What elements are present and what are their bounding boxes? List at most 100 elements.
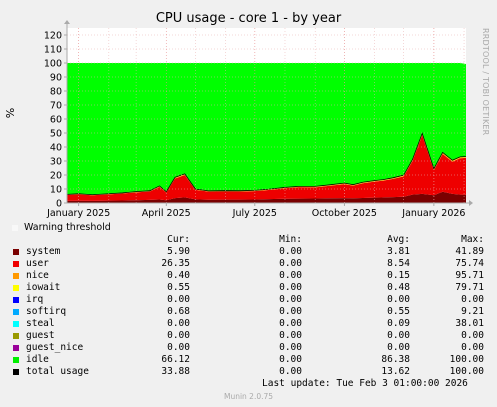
series-area-system <box>67 191 466 203</box>
legend-min: 0.00 <box>279 342 302 353</box>
legend-avg: 86.38 <box>381 354 410 365</box>
y-tick-label: 30 <box>50 157 62 168</box>
legend-max: 9.21 <box>461 306 484 317</box>
plot-area: 0 10 20 30 40 50 60 70 80 90 100 110 120 January 2025… <box>44 20 473 219</box>
y-tick-label: 0 <box>56 199 62 210</box>
legend-swatch <box>13 321 19 327</box>
legend-max: 79.71 <box>455 282 484 293</box>
legend-avg: 0.15 <box>387 270 410 281</box>
legend-swatch <box>13 357 19 363</box>
legend-min: 0.00 <box>279 294 302 305</box>
legend-max: 0.00 <box>461 294 484 305</box>
legend-avg: 0.09 <box>387 318 410 329</box>
x-tick-label: January 2025 <box>46 208 110 219</box>
legend-max: 100.00 <box>449 354 484 365</box>
legend-cur: 66.12 <box>161 354 190 365</box>
legend-min: 0.00 <box>279 306 302 317</box>
legend-avg: 0.48 <box>387 282 410 293</box>
x-tick-label: July 2025 <box>232 208 277 219</box>
legend-max: 75.74 <box>455 258 484 269</box>
legend-row: idle 66.12 0.00 86.38 100.00 <box>12 354 490 366</box>
legend-avg: 0.00 <box>387 342 410 353</box>
legend-min: 0.00 <box>279 282 302 293</box>
legend-row: system 5.90 0.00 3.81 41.89 <box>12 246 490 258</box>
y-tick-label: 120 <box>44 31 62 42</box>
header-cur: Cur: <box>167 234 190 245</box>
warning-swatch <box>12 224 18 231</box>
header-min: Min: <box>279 234 302 245</box>
legend-max: 0.00 <box>461 330 484 341</box>
header-avg: Avg: <box>387 234 410 245</box>
legend-row: irq 0.00 0.00 0.00 0.00 <box>12 294 490 306</box>
warning-threshold-row: Warning threshold <box>12 222 111 234</box>
legend-row: user 26.35 0.00 8.54 75.74 <box>12 258 490 270</box>
legend-swatch <box>13 249 19 255</box>
legend-row: nice 0.40 0.00 0.15 95.71 <box>12 270 490 282</box>
series-area-user <box>67 135 466 201</box>
legend-min: 0.00 <box>279 330 302 341</box>
legend-cur: 0.40 <box>167 270 190 281</box>
legend-max: 38.01 <box>455 318 484 329</box>
legend-min: 0.00 <box>279 270 302 281</box>
legend-header: Cur: Min: Avg: Max: <box>12 234 490 246</box>
legend-swatch <box>13 345 19 351</box>
legend-min: 0.00 <box>279 258 302 269</box>
legend-avg: 13.62 <box>381 366 410 377</box>
legend-row: guest_nice 0.00 0.00 0.00 0.00 <box>12 342 490 354</box>
legend-cur: 26.35 <box>161 258 190 269</box>
legend-cur: 5.90 <box>167 246 190 257</box>
y-tick-label: 50 <box>50 129 62 140</box>
legend-cur: 0.00 <box>167 294 190 305</box>
legend-swatch <box>13 285 19 291</box>
x-tick-label: April 2025 <box>142 208 191 219</box>
legend-swatch <box>13 309 19 315</box>
legend-cur: 0.00 <box>167 330 190 341</box>
legend-cur: 0.55 <box>167 282 190 293</box>
legend-name: guest_nice <box>26 342 84 353</box>
legend-min: 0.00 <box>279 318 302 329</box>
x-tick-label: October 2025 <box>312 208 377 219</box>
legend-avg: 3.81 <box>387 246 410 257</box>
legend-avg: 8.54 <box>387 258 410 269</box>
legend-max: 95.71 <box>455 270 484 281</box>
legend-cur: 0.00 <box>167 342 190 353</box>
legend-swatch <box>13 333 19 339</box>
y-tick-label: 100 <box>44 59 62 70</box>
legend-row: steal 0.00 0.00 0.09 38.01 <box>12 318 490 330</box>
legend-avg: 0.00 <box>387 330 410 341</box>
legend-name: user <box>26 258 49 269</box>
legend-name: system <box>26 246 61 257</box>
last-update: Last update: Tue Feb 3 01:00:00 2026 <box>262 378 468 389</box>
legend-cur: 0.00 <box>167 318 190 329</box>
legend-cur: 33.88 <box>161 366 190 377</box>
legend-name: idle <box>26 354 49 365</box>
legend-row: total usage 33.88 0.00 13.62 100.00 <box>12 366 490 378</box>
legend-swatch <box>13 261 19 267</box>
legend-swatch <box>13 273 19 279</box>
x-tick-label: January 2026 <box>401 208 465 219</box>
legend-min: 0.00 <box>279 354 302 365</box>
y-tick-label: 40 <box>50 143 62 154</box>
y-tick-label: 20 <box>50 171 62 182</box>
legend-cur: 0.68 <box>167 306 190 317</box>
y-tick-label: 70 <box>50 101 62 112</box>
chart-title: CPU usage - core 1 - by year <box>155 11 342 26</box>
y-tick-label: 110 <box>44 45 62 56</box>
rrdtool-credit: RRDTOOL / TOBI OETIKER <box>481 28 490 136</box>
legend-max: 0.00 <box>461 342 484 353</box>
legend-swatch <box>13 297 19 303</box>
legend-name: iowait <box>26 282 61 293</box>
legend-name: guest <box>26 330 55 341</box>
series-area-idle <box>67 63 466 195</box>
x-axis-arrow <box>469 200 473 206</box>
header-max: Max: <box>461 234 484 245</box>
legend-avg: 0.00 <box>387 294 410 305</box>
legend-row: iowait 0.55 0.00 0.48 79.71 <box>12 282 490 294</box>
legend-min: 0.00 <box>279 366 302 377</box>
legend-avg: 0.55 <box>387 306 410 317</box>
legend-row: softirq 0.68 0.00 0.55 9.21 <box>12 306 490 318</box>
legend-row: guest 0.00 0.00 0.00 0.00 <box>12 330 490 342</box>
legend-name: total usage <box>26 366 89 377</box>
y-tick-label: 60 <box>50 115 62 126</box>
